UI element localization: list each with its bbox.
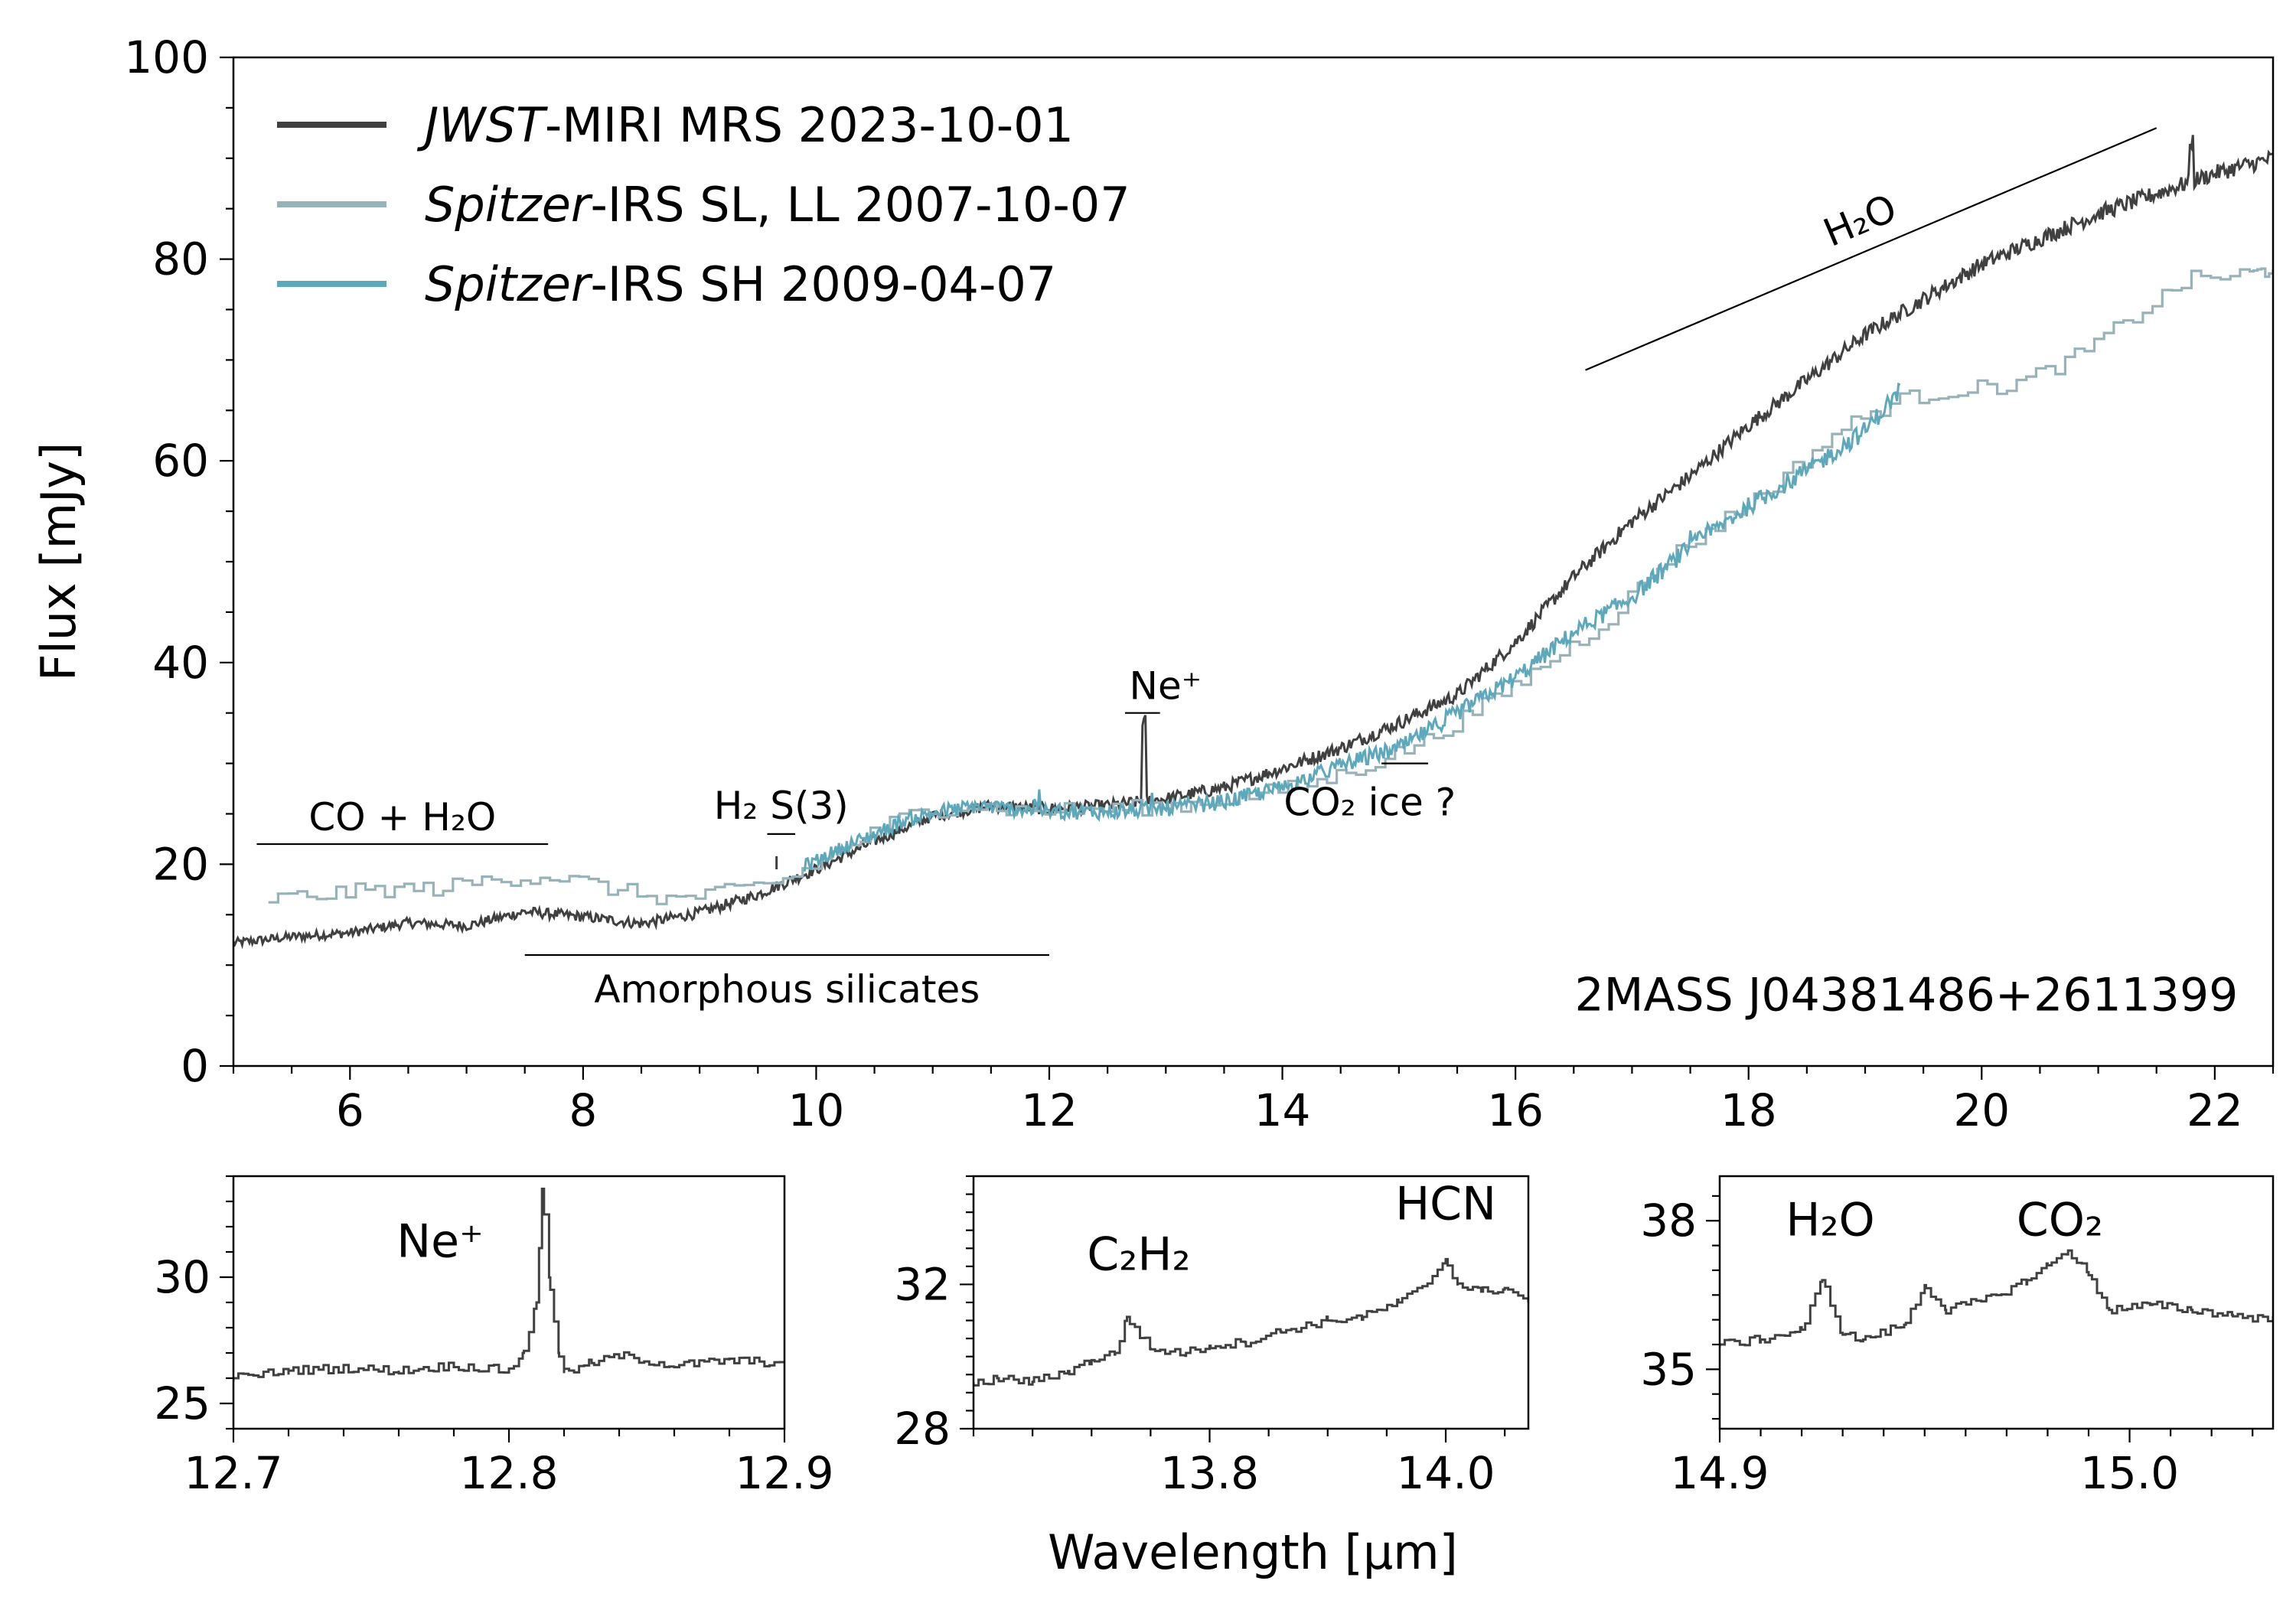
- inset-panel-c2h2-hcn: C₂H₂ HCN 13.8 14.0 28 32: [894, 1175, 1530, 1499]
- x-tick-label: 12: [1021, 1084, 1078, 1136]
- inset-series-line: [233, 1188, 784, 1382]
- inset-axes-frame: [232, 1175, 786, 1430]
- inset-y-tick-label: 25: [154, 1377, 210, 1429]
- legend-entry: JWST-MIRI MRS 2023-10-01: [416, 97, 1074, 153]
- annotation-label-h2o: H₂O: [1817, 186, 1903, 256]
- inset-panel-h2o-co2: H₂O CO₂ 14.9 15.0 35 38: [1640, 1175, 2275, 1499]
- x-tick-label: 18: [1720, 1084, 1777, 1136]
- x-tick-label: 10: [788, 1084, 845, 1136]
- y-tick-label: 60: [152, 435, 209, 487]
- y-tick-label: 100: [124, 31, 209, 83]
- y-tick-label: 20: [152, 838, 209, 890]
- y-tick-label: 80: [152, 233, 209, 285]
- inset-x-tick-label: 14.9: [1670, 1447, 1769, 1499]
- legend: JWST-MIRI MRS 2023-10-01 Spitzer-IRS SL, …: [277, 97, 1130, 312]
- inset-x-tick-label: 13.8: [1160, 1447, 1259, 1499]
- annotation-bar-h2o: [1585, 127, 2157, 371]
- inset-series-line: [1720, 1249, 2273, 1348]
- x-tick-label: 14: [1254, 1084, 1311, 1136]
- inset-series-line: [974, 1257, 1528, 1387]
- x-tick-label: 8: [569, 1084, 597, 1136]
- inset-y-tick-label: 38: [1640, 1195, 1697, 1247]
- legend-entry: Spitzer-IRS SL, LL 2007-10-07: [425, 177, 1130, 233]
- y-axis-label: Flux [mJy]: [31, 442, 86, 681]
- annotation-label-silicates: Amorphous silicates: [594, 967, 980, 1012]
- annotation-label-h2s3: H₂ S(3): [714, 784, 849, 828]
- inset-y-tick-label: 35: [1640, 1343, 1697, 1395]
- main-ticks: 6 8 10 12 14 16 18 20 22 0 20 40 60 80 100: [124, 31, 2275, 1136]
- inset-line-label: H₂O: [1786, 1194, 1874, 1247]
- annotations: CO + H₂O H₂ S(3) Amorphous silicates Ne⁺ CO₂…: [256, 127, 2157, 1012]
- y-tick-label: 0: [181, 1040, 209, 1092]
- inset-axes-frame: [1718, 1175, 2275, 1430]
- main-plot-area: [233, 135, 2273, 950]
- series-line-spitzer-sl-ll: [268, 267, 2273, 905]
- inset-panel-ne: Ne⁺ 12.7 12.8 12.9 25 30: [154, 1175, 834, 1499]
- inset-plot-area: [974, 1257, 1528, 1387]
- x-axis-label: Wavelength [μm]: [1048, 1524, 1458, 1580]
- x-tick-label: 6: [336, 1084, 364, 1136]
- inset-x-tick-label: 12.7: [184, 1447, 282, 1499]
- inset-line-label: C₂H₂: [1087, 1228, 1190, 1282]
- inset-plot-area: [1720, 1249, 2273, 1348]
- inset-y-tick-label: 30: [154, 1251, 210, 1303]
- inset-line-label: Ne⁺: [396, 1215, 483, 1269]
- x-tick-label: 20: [1953, 1084, 2010, 1136]
- main-panel: CO + H₂O H₂ S(3) Amorphous silicates Ne⁺ CO₂…: [31, 31, 2275, 1136]
- annotation-label-ne: Ne⁺: [1130, 664, 1202, 709]
- x-tick-label: 22: [2187, 1084, 2243, 1136]
- target-name: 2MASS J04381486+2611399: [1575, 969, 2239, 1022]
- series-line-spitzer-sh: [803, 382, 1901, 872]
- inset-x-tick-label: 15.0: [2080, 1447, 2179, 1499]
- y-tick-label: 40: [152, 637, 209, 689]
- x-tick-label: 16: [1487, 1084, 1544, 1136]
- inset-y-tick-label: 28: [894, 1403, 951, 1455]
- legend-entry: Spitzer-IRS SH 2009-04-07: [425, 256, 1056, 312]
- inset-plot-area: [233, 1188, 784, 1382]
- inset-x-tick-label: 14.0: [1396, 1447, 1495, 1499]
- inset-line-label: CO₂: [2017, 1194, 2103, 1247]
- inset-x-tick-label: 12.9: [735, 1447, 833, 1499]
- annotation-label-co-h2o: CO + H₂O: [308, 795, 496, 839]
- inset-line-label: HCN: [1395, 1178, 1496, 1231]
- series-line-jwst-miri: [233, 135, 2273, 950]
- annotation-label-co2-ice: CO₂ ice ?: [1283, 781, 1456, 825]
- inset-x-tick-label: 12.8: [459, 1447, 558, 1499]
- inset-y-tick-label: 32: [894, 1258, 951, 1310]
